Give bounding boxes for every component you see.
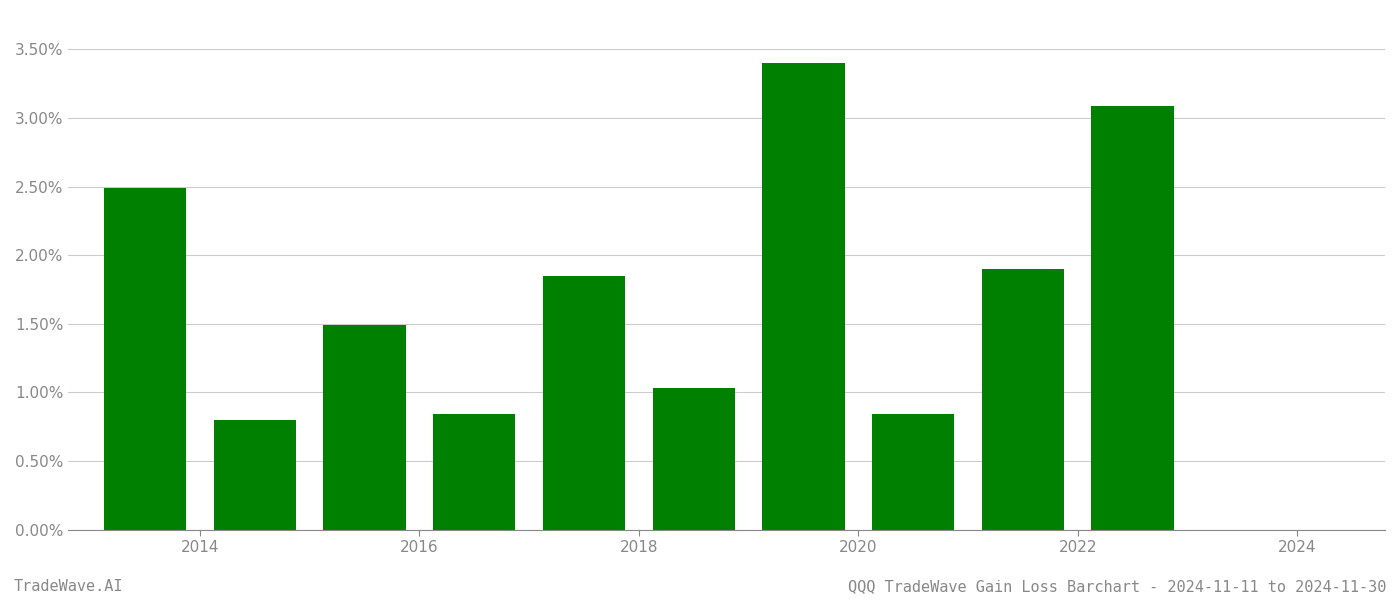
Bar <box>1092 106 1173 530</box>
Text: QQQ TradeWave Gain Loss Barchart - 2024-11-11 to 2024-11-30: QQQ TradeWave Gain Loss Barchart - 2024-… <box>847 579 1386 594</box>
Text: TradeWave.AI: TradeWave.AI <box>14 579 123 594</box>
Bar <box>323 325 406 530</box>
Bar <box>433 415 515 530</box>
Bar <box>104 188 186 530</box>
Bar <box>763 63 844 530</box>
Bar <box>872 415 955 530</box>
Bar <box>981 269 1064 530</box>
Bar <box>543 276 626 530</box>
Bar <box>214 420 295 530</box>
Bar <box>652 388 735 530</box>
